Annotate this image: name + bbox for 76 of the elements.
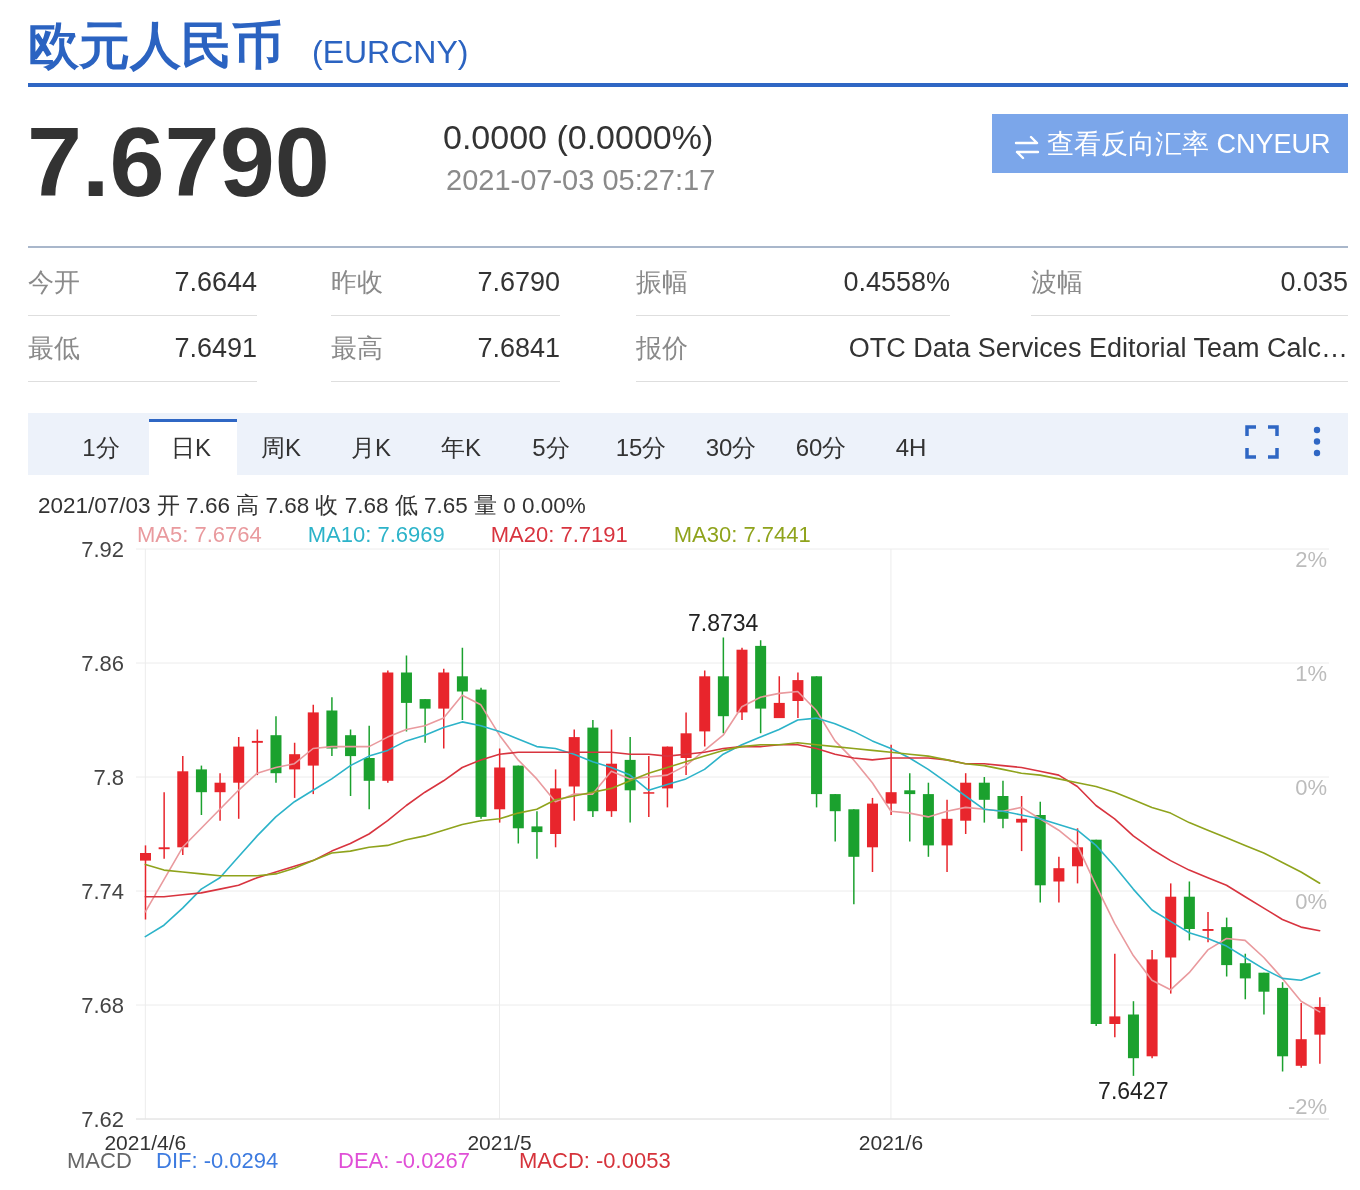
candlestick [195, 764, 207, 816]
candlestick [1072, 827, 1084, 885]
text: 0.0000 (0.0000%) [443, 117, 714, 156]
candlestick [997, 780, 1009, 830]
text: MA10: 7.6969 [307, 522, 445, 547]
candlestick [829, 793, 841, 843]
text: 7.6841 [477, 333, 560, 363]
candlestick [1202, 911, 1214, 944]
candlestick [792, 671, 804, 719]
text: 60分 [795, 433, 847, 461]
text: 7.6644 [174, 267, 257, 297]
text: 4H [895, 433, 927, 461]
x-tick-label: 2021/5 [467, 1130, 532, 1154]
chart-subtitle: (EURCNY) [312, 34, 469, 70]
text: 年K [440, 433, 482, 461]
text: 最高 [331, 332, 383, 363]
text: 周K [260, 433, 302, 461]
text: 7.6491 [174, 333, 257, 363]
chart-title: 欧元人民币 [28, 16, 283, 74]
candlestick [1053, 856, 1065, 904]
annotation: 0% [1295, 775, 1327, 800]
candlestick [158, 791, 170, 860]
y-tick-label: 7.92 [81, 536, 124, 562]
text: 月K [350, 433, 392, 461]
candlestick [1109, 952, 1121, 1039]
candlestick [345, 728, 357, 797]
x-tick-label: 2021/6 [858, 1130, 924, 1154]
annotation: 0% [1295, 889, 1327, 914]
text: 报价 [636, 332, 688, 363]
text: 30分 [705, 433, 757, 461]
y-tick-label: 7.68 [81, 992, 124, 1018]
y-tick-label: 7.86 [81, 650, 124, 676]
x-tick-label: 2021/4/6 [104, 1130, 187, 1154]
candlestick [531, 810, 543, 860]
candlestick [1016, 795, 1028, 852]
text: 今开 [28, 266, 80, 297]
text: 2021-07-03 05:27:17 [446, 163, 716, 196]
candlestick [1239, 952, 1251, 1001]
text: OTC Data Services Editorial Team Calc… [848, 333, 1348, 363]
text: 日K [170, 433, 212, 461]
candlestick [214, 772, 226, 822]
annotation: 7.6427 [1098, 1077, 1169, 1104]
candlestick [419, 698, 431, 744]
text: 查看反向汇率 CNYEUR [1047, 129, 1331, 159]
text: 昨收 [331, 266, 383, 297]
candlestick [885, 743, 897, 816]
y-tick-label: 7.62 [81, 1106, 124, 1132]
candlestick [456, 647, 468, 721]
text: 1分 [82, 433, 120, 461]
text: 5分 [532, 433, 570, 461]
candlestick [773, 675, 785, 719]
text: 0.4558% [843, 267, 950, 297]
text: 7.6790 [27, 105, 330, 217]
annotation: -2% [1287, 1094, 1327, 1119]
text: 波幅 [1031, 266, 1083, 297]
annotation: 1% [1295, 661, 1327, 686]
candlestick [643, 755, 655, 818]
text: 15分 [615, 433, 667, 461]
text: MA30: 7.7441 [673, 522, 811, 547]
text: MA5: 7.6764 [137, 522, 262, 547]
y-tick-label: 7.74 [81, 878, 124, 904]
candlestick [251, 728, 263, 776]
y-tick-label: 7.8 [93, 764, 124, 790]
text: 0.035 [1280, 267, 1348, 297]
candlestick [978, 776, 990, 824]
text: 2021/07/03 开 7.66 高 7.68 收 7.68 低 7.65 量 0 0.00% [38, 492, 586, 518]
text: MA20: 7.7191 [490, 522, 628, 547]
candlestick [140, 844, 151, 921]
annotation: 7.8734 [687, 609, 759, 636]
text: 振幅 [636, 266, 688, 297]
text: 7.6790 [477, 267, 560, 297]
candlestick [363, 724, 375, 811]
text: 最低 [28, 332, 80, 363]
candlestick [1258, 971, 1270, 1016]
candlestick [904, 772, 916, 843]
annotation: 2% [1295, 547, 1327, 572]
